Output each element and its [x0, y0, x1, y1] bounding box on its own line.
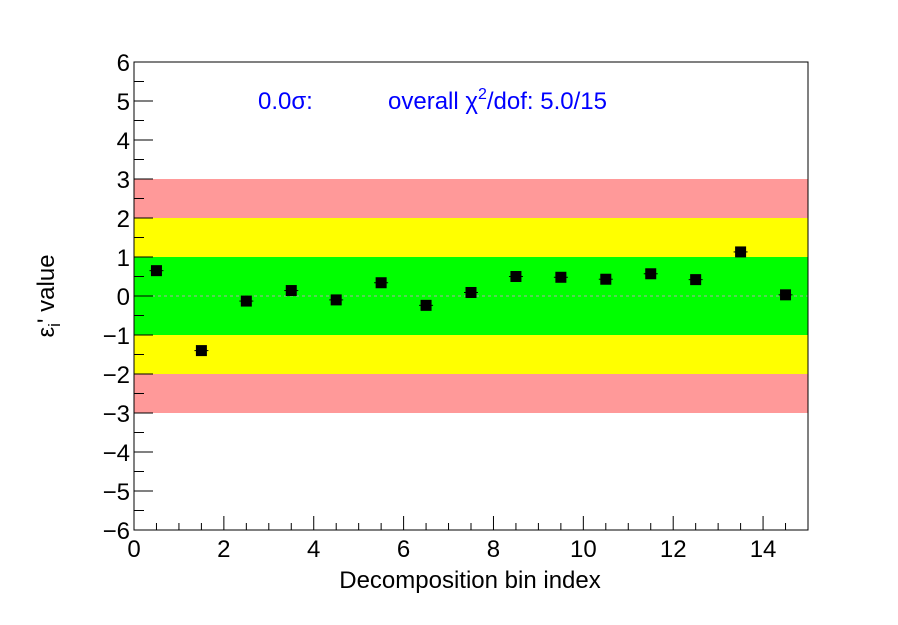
data-point [645, 268, 657, 280]
data-points [149, 246, 793, 357]
data-point [330, 294, 342, 306]
x-tick-label: 6 [397, 536, 410, 563]
y-tick-label: −2 [103, 362, 130, 389]
annotation-chi-suffix: /dof: 5.0/15 [487, 88, 607, 115]
y-tick-label: 6 [117, 50, 130, 77]
x-tick-label: 4 [307, 536, 320, 563]
y-tick-label: −5 [103, 479, 130, 506]
annotation-sigma: 0.0σ: [258, 88, 313, 115]
data-point [150, 265, 162, 277]
annotation-chi-sup: 2 [478, 86, 487, 103]
y-axis-label-rest: ' value [33, 254, 60, 323]
y-axis-label: εi' value [33, 254, 64, 337]
x-tick-label: 10 [570, 536, 597, 563]
y-tick-label: 2 [117, 206, 130, 233]
annotation-chi-prefix: overall χ [388, 88, 478, 115]
data-point [375, 277, 387, 289]
data-point [195, 345, 207, 357]
x-tick-label: 2 [217, 536, 230, 563]
data-point [465, 286, 477, 298]
x-tick-label: 12 [660, 536, 687, 563]
data-point [690, 274, 702, 286]
y-tick-label: 0 [117, 284, 130, 311]
x-tick-label: 0 [127, 536, 140, 563]
y-axis-label-main: ε [33, 327, 60, 338]
annotation-chi2: overall χ2/dof: 5.0/15 [388, 86, 607, 115]
y-tick-label: −6 [103, 518, 130, 545]
data-point [735, 246, 747, 258]
data-point [285, 285, 297, 297]
data-point [555, 271, 567, 283]
y-tick-label: 1 [117, 245, 130, 272]
x-tick-label: 8 [487, 536, 500, 563]
data-point [780, 289, 792, 301]
y-tick-label: −4 [103, 440, 130, 467]
y-tick-label: −3 [103, 401, 130, 428]
data-point [240, 295, 252, 307]
data-point [510, 271, 522, 282]
data-point [420, 299, 432, 311]
y-tick-label: 4 [117, 128, 130, 155]
y-tick-label: 5 [117, 89, 130, 116]
x-axis-label: Decomposition bin index [339, 567, 600, 594]
y-tick-label: 3 [117, 167, 130, 194]
y-tick-label: −1 [103, 323, 130, 350]
y-axis-label-sub: i [45, 323, 64, 327]
data-point [600, 273, 612, 285]
x-tick-label: 14 [750, 536, 777, 563]
